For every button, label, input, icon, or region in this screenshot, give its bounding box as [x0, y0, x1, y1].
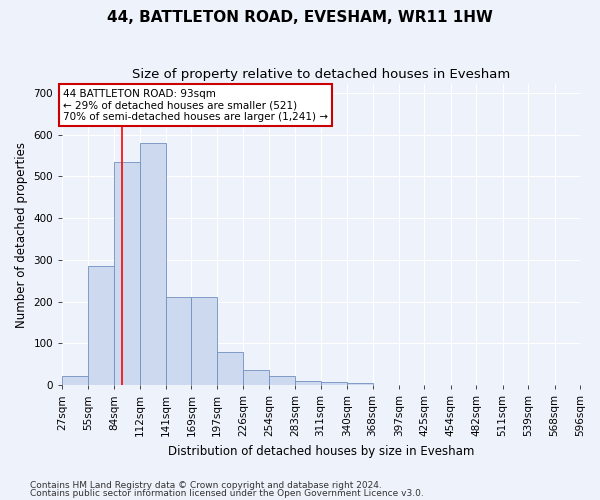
X-axis label: Distribution of detached houses by size in Evesham: Distribution of detached houses by size …: [168, 444, 474, 458]
Bar: [62, 376, 88, 385]
Bar: [114, 162, 140, 385]
Bar: [295, 381, 320, 385]
Bar: [140, 143, 166, 385]
Bar: [320, 382, 347, 385]
Y-axis label: Number of detached properties: Number of detached properties: [15, 142, 28, 328]
Bar: [166, 298, 191, 385]
Text: Contains public sector information licensed under the Open Government Licence v3: Contains public sector information licen…: [30, 489, 424, 498]
Bar: [243, 370, 269, 385]
Bar: [217, 352, 243, 385]
Text: 44 BATTLETON ROAD: 93sqm
← 29% of detached houses are smaller (521)
70% of semi-: 44 BATTLETON ROAD: 93sqm ← 29% of detach…: [63, 88, 328, 122]
Bar: [269, 376, 295, 385]
Bar: [347, 383, 373, 385]
Text: Contains HM Land Registry data © Crown copyright and database right 2024.: Contains HM Land Registry data © Crown c…: [30, 480, 382, 490]
Text: 44, BATTLETON ROAD, EVESHAM, WR11 1HW: 44, BATTLETON ROAD, EVESHAM, WR11 1HW: [107, 10, 493, 25]
Bar: [191, 298, 217, 385]
Bar: [88, 266, 114, 385]
Title: Size of property relative to detached houses in Evesham: Size of property relative to detached ho…: [132, 68, 510, 80]
